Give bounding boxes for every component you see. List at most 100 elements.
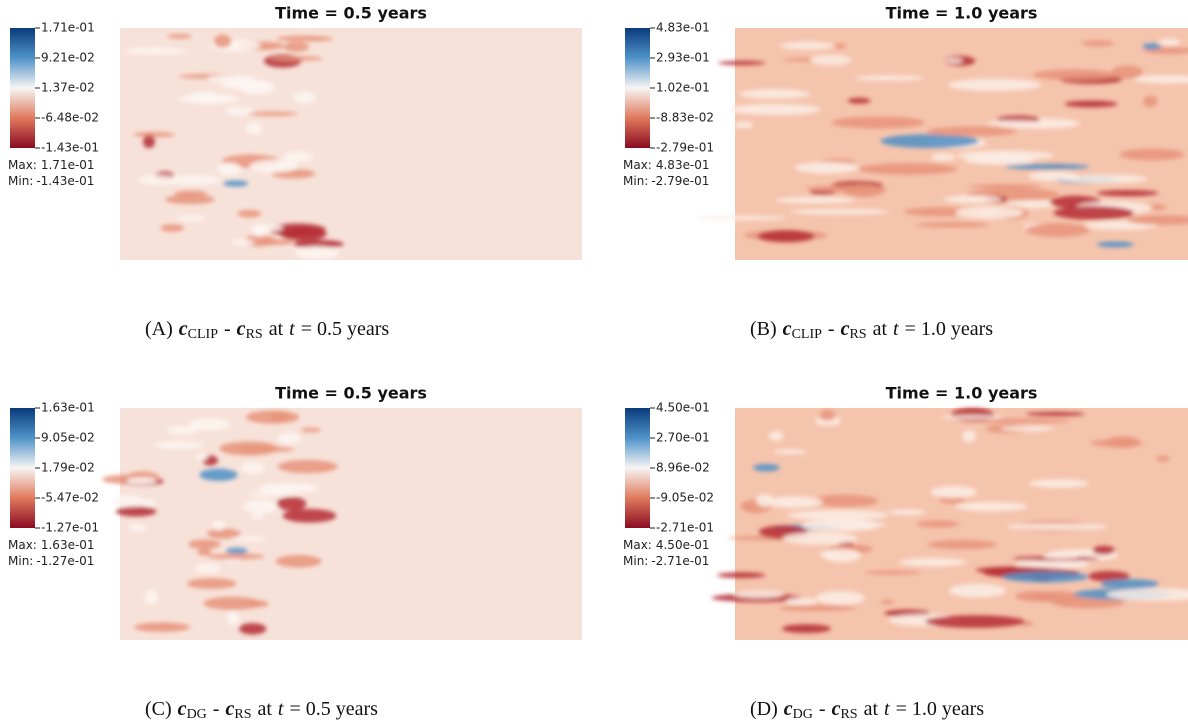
field-feature	[1025, 411, 1085, 417]
caption-sub: RS	[849, 327, 866, 342]
field-feature	[949, 583, 1006, 598]
field-feature	[1143, 95, 1158, 108]
field-feature	[1087, 570, 1130, 582]
min-label: Min:	[623, 554, 648, 568]
field-feature	[1092, 545, 1115, 555]
caption-tag: (B)	[750, 318, 777, 340]
field-feature	[968, 184, 1042, 189]
caption-sub: RS	[246, 327, 263, 342]
caption-text: at	[864, 698, 879, 720]
field-feature	[927, 539, 998, 550]
panel: Time = 1.0 years 4.50e-01 2.70e-01 8.96e-02…	[623, 384, 1188, 723]
field-feature	[1097, 189, 1159, 197]
field-feature	[1032, 69, 1118, 81]
caption-var: c	[178, 698, 187, 720]
field-feature	[167, 425, 198, 435]
field-feature	[225, 107, 255, 116]
field-feature	[880, 134, 979, 149]
caption-text: at	[269, 318, 284, 340]
field-feature	[1100, 578, 1159, 589]
field-feature	[987, 120, 1041, 126]
colorbar-label: -1.27e-01	[41, 521, 99, 535]
colorbar-label: 1.37e-02	[41, 81, 95, 95]
field-feature	[864, 570, 921, 575]
field-feature	[1142, 43, 1162, 50]
field-feature	[782, 532, 858, 545]
field-feature	[1158, 38, 1180, 46]
caption-op: -	[828, 318, 835, 340]
field-feature	[1052, 596, 1125, 609]
max-label: Max:	[8, 538, 37, 552]
field-feature	[1007, 200, 1055, 209]
field-feature	[282, 508, 337, 523]
field-feature	[880, 599, 895, 605]
field-feature	[217, 162, 241, 176]
colorbar-label: 9.05e-02	[41, 431, 95, 445]
field-feature	[739, 89, 810, 99]
field-feature	[1106, 436, 1140, 449]
field-feature	[1096, 241, 1134, 248]
field-feature	[226, 611, 240, 625]
field-feature	[940, 415, 1004, 420]
field-feature	[925, 615, 1025, 628]
max-value: Max: 4.50e-01	[623, 538, 710, 552]
field-feature	[237, 446, 295, 453]
colorbar-label: -5.47e-02	[41, 491, 99, 505]
field-feature	[948, 78, 1041, 92]
min-number: -1.27e-01	[36, 554, 94, 568]
field-feature	[240, 462, 266, 474]
caption-text: = 1.0 years	[896, 698, 985, 720]
field-feature	[773, 449, 807, 454]
field-feature	[1000, 426, 1054, 432]
caption: (C) cDG - cRS at t = 0.5 years	[145, 698, 378, 723]
field-feature	[283, 42, 310, 52]
caption-var: c	[841, 318, 850, 340]
field-feature	[238, 623, 267, 635]
field-feature	[139, 174, 178, 185]
field-feature	[1126, 215, 1188, 225]
caption-var: c	[225, 698, 234, 720]
field-feature	[1005, 163, 1090, 170]
field-feature	[133, 622, 191, 632]
min-value: Min: -2.79e-01	[623, 174, 709, 188]
field-feature	[251, 224, 284, 232]
colorbar-label: 1.71e-01	[41, 21, 95, 35]
field-feature	[223, 180, 249, 187]
field-feature	[768, 431, 784, 441]
panel: Time = 0.5 years 1.63e-01 9.05e-02 1.79e-02…	[8, 384, 582, 723]
field-feature	[257, 483, 320, 493]
caption: (D) cDG - cRS at t = 1.0 years	[750, 698, 984, 723]
panel-title: Time = 1.0 years	[886, 4, 1038, 23]
field-feature	[283, 151, 313, 163]
field-feature	[733, 121, 754, 129]
min-label: Min:	[8, 174, 33, 188]
field-feature	[207, 553, 265, 560]
field-feature	[111, 495, 145, 508]
field-feature	[257, 239, 294, 246]
max-label: Max:	[623, 538, 652, 552]
field-feature	[794, 161, 859, 174]
field-feature	[213, 34, 232, 48]
field-feature	[188, 539, 221, 550]
caption-tag: (D)	[750, 698, 778, 720]
colorbar-label: -2.79e-01	[656, 141, 714, 155]
field-feature	[293, 91, 316, 104]
field-feature	[944, 58, 963, 64]
field-feature	[964, 155, 1034, 166]
field-feature	[930, 153, 956, 161]
caption-sub: RS	[234, 707, 251, 722]
caption-text: at	[873, 318, 888, 340]
field-feature	[780, 41, 836, 50]
caption-sub: DG	[187, 707, 207, 722]
field-feature	[930, 486, 978, 499]
field-feature	[269, 56, 323, 61]
caption-var: c	[784, 698, 793, 720]
field-feature	[815, 591, 865, 605]
colorbar-label: -8.83e-02	[656, 111, 714, 125]
max-number: 4.50e-01	[656, 538, 710, 552]
colorbar-label: 9.21e-02	[41, 51, 95, 65]
field-feature	[195, 453, 208, 461]
field-feature	[915, 520, 960, 528]
field-feature	[163, 175, 222, 185]
